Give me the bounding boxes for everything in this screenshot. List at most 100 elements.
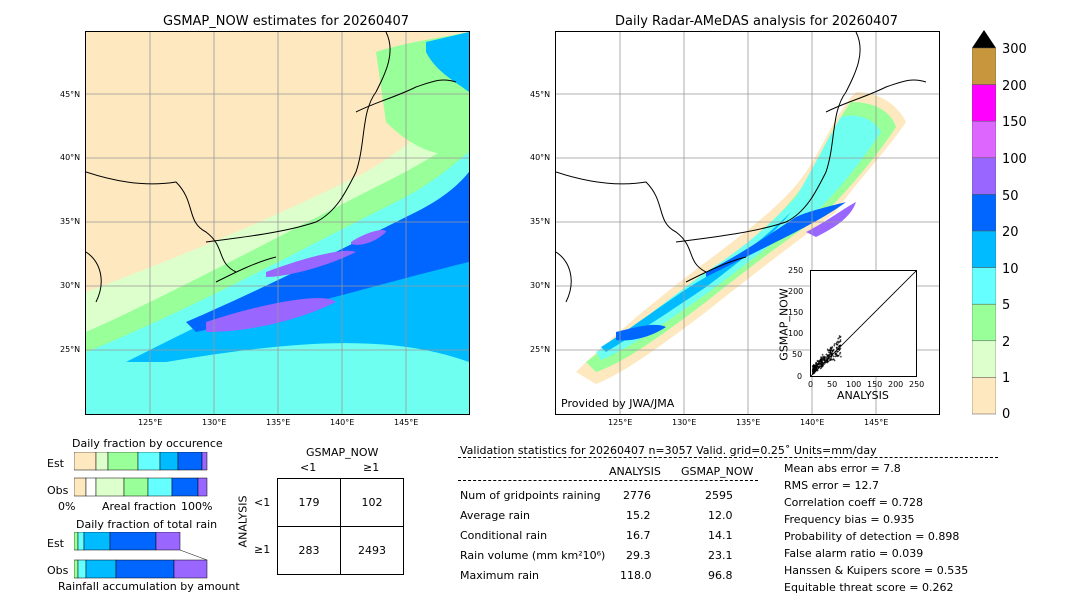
scatter-point [820,361,823,364]
left-map [85,31,470,415]
scatter-ylabel: GSMAP_NOW [777,288,791,361]
scatter-point [815,364,818,367]
colorbar-label-5: 5 [1002,298,1011,313]
scatter-point [815,368,818,371]
scatter-point [830,347,833,350]
score-frequency-bias: Frequency bias = 0.935 [784,513,915,526]
scatter-point [812,371,815,374]
scatter-point [833,359,836,362]
scatter-point [835,341,838,344]
left-lon-label-145: 145°E [394,418,419,427]
colorbar [971,30,997,419]
stat-gsmap-gridpoints: 2595 [705,489,733,502]
scatter-xtick-150: 150 [867,380,883,389]
scatter-point [837,341,840,344]
contingency-table: 179 102 283 2493 [277,478,404,575]
scatter-point [817,360,820,363]
scatter-point [825,353,828,356]
scatter-point [839,351,842,354]
fraction-occurrence-bars [74,452,208,497]
fraction-occurrence-est-bar [74,452,208,471]
scatter-point [837,347,840,350]
score-correlation: Correlation coeff = 0.728 [784,496,923,509]
scatter-point [819,359,822,362]
scatter-point [816,369,819,372]
scatter-point [829,349,832,352]
right-lat-label-30: 30°N [530,281,551,290]
contingency-header: GSMAP_NOW [306,446,379,459]
scatter-point [826,348,829,351]
scatter-point [818,362,821,365]
scatter-point [817,365,820,368]
score-rmse: RMS error = 12.7 [784,479,879,492]
scatter-point [815,363,818,366]
right-lon-label-130: 130°E [672,418,697,427]
scatter-point [831,345,834,348]
left-lat-label-45: 45°N [60,90,81,99]
fraction-occurrence-axis-left: 0% [58,500,76,513]
score-pod: Probability of detection = 0.898 [784,530,960,543]
colorbar-label-1: 1 [1002,371,1011,386]
right-lat-label-25: 25°N [530,345,551,354]
colorbar-label-200: 200 [1002,79,1027,94]
left-lon-label-135: 135°E [266,418,291,427]
scatter-point [820,365,823,368]
contingency-cell-false-alarm: 102 [340,478,404,527]
scatter-ytick-150: 150 [788,308,804,317]
scatter-point [826,358,829,361]
scatter-point [825,359,828,362]
scatter-point [828,359,831,362]
scatter-point [836,340,839,343]
stat-gsmap-conditional: 14.1 [708,529,733,542]
scatter-point [837,354,840,357]
scatter-point [820,356,823,359]
validation-heading: Validation statistics for 20260407 n=305… [460,444,877,457]
scatter-point [836,350,839,353]
scatter-point [838,336,841,339]
left-lon-label-130: 130°E [202,418,227,427]
scatter-point [839,335,842,338]
left-lat-label-30: 30°N [60,281,81,290]
right-lon-label-125: 125°E [608,418,633,427]
left-lon-label-125: 125°E [138,418,163,427]
fraction-total-row-obs: Obs [47,564,69,577]
scatter-point [827,355,830,358]
scatter-point [812,366,815,369]
stat-analysis-maximum: 118.0 [620,569,652,582]
scatter-points [812,335,842,375]
scatter-point [837,337,840,340]
scatter-point [838,348,841,351]
colorbar-band [971,340,997,378]
colorbar-svg [971,30,997,415]
scatter-point [836,343,839,346]
colorbar-label-2: 2 [1002,335,1011,350]
right-map [555,31,940,415]
stat-label-volume: Rain volume (mm km²10⁶) [460,549,606,562]
scatter-point [827,349,830,352]
scatter-point [821,353,824,356]
colorbar-band [971,120,997,159]
scatter-xlabel: ANALYSIS [837,389,889,402]
right-lat-label-35: 35°N [530,217,551,226]
scatter-point [838,352,841,355]
scatter-point [816,363,819,366]
fraction-occurrence-title: Daily fraction by occurence [72,437,223,450]
scatter-point [826,360,829,363]
fraction-occurrence-row-est: Est [47,457,64,470]
scatter-point [830,353,833,356]
left-lon-label-140: 140°E [330,418,355,427]
scatter-ytick-200: 200 [788,287,804,296]
colorbar-band [971,230,997,268]
scatter-ytick-50: 50 [792,350,803,359]
left-lat-label-35: 35°N [60,217,81,226]
contingency-side-label: ANALYSIS [236,495,250,548]
scatter-point [815,366,818,369]
scatter-ytick-250: 250 [788,266,804,275]
scatter-point [822,356,825,359]
right-map-precip-field [556,32,939,414]
colorbar-band [971,303,997,342]
scatter-point [838,345,841,348]
right-lat-label-40: 40°N [530,153,551,162]
fraction-total-title: Daily fraction of total rain [76,518,218,531]
stat-label-maximum: Maximum rain [460,569,539,582]
